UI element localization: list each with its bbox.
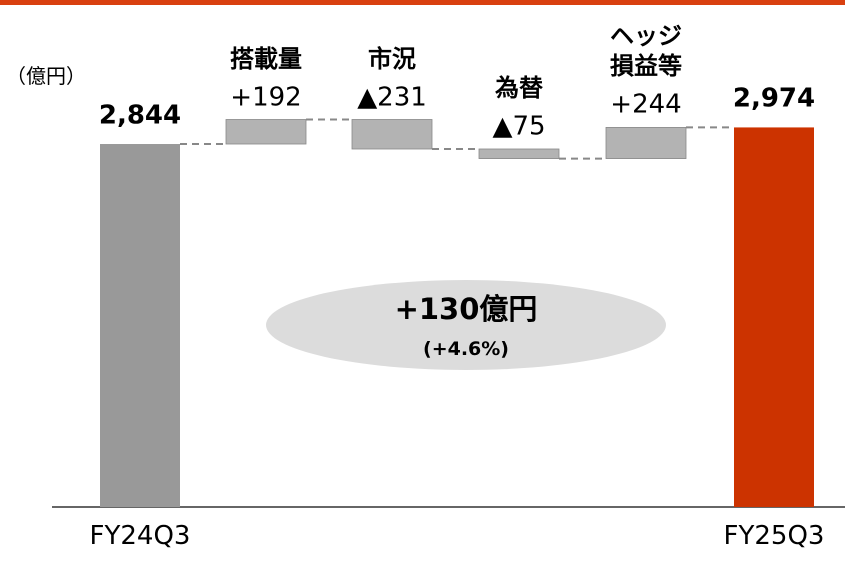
value-label: +192	[230, 82, 302, 112]
value-label: 2,844	[98, 100, 182, 131]
annotation-subtitle: (+4.6%)	[423, 338, 509, 361]
annotation-title: +130億円	[394, 291, 538, 326]
value-label: ▲75	[492, 111, 546, 142]
step-bar	[351, 119, 433, 150]
value-label: ▲231	[357, 82, 427, 112]
value-label: 2,974	[732, 83, 816, 114]
step-name: 搭載量	[230, 44, 302, 73]
unit-label: （億円）	[6, 64, 86, 88]
total-bar	[100, 144, 180, 507]
step-bar	[605, 127, 687, 159]
step-name: ヘッジ 損益等	[610, 22, 682, 81]
step-name: 市況	[368, 44, 416, 73]
top-rule	[0, 0, 845, 5]
step-bar	[225, 119, 307, 145]
annotation-bubble	[266, 280, 666, 370]
value-label: +244	[610, 89, 682, 120]
step-name: 為替	[495, 73, 543, 102]
total-bar	[734, 127, 814, 508]
x-tick-label: FY25Q3	[723, 521, 825, 551]
x-tick-label: FY24Q3	[89, 521, 191, 551]
step-bar	[478, 148, 560, 159]
